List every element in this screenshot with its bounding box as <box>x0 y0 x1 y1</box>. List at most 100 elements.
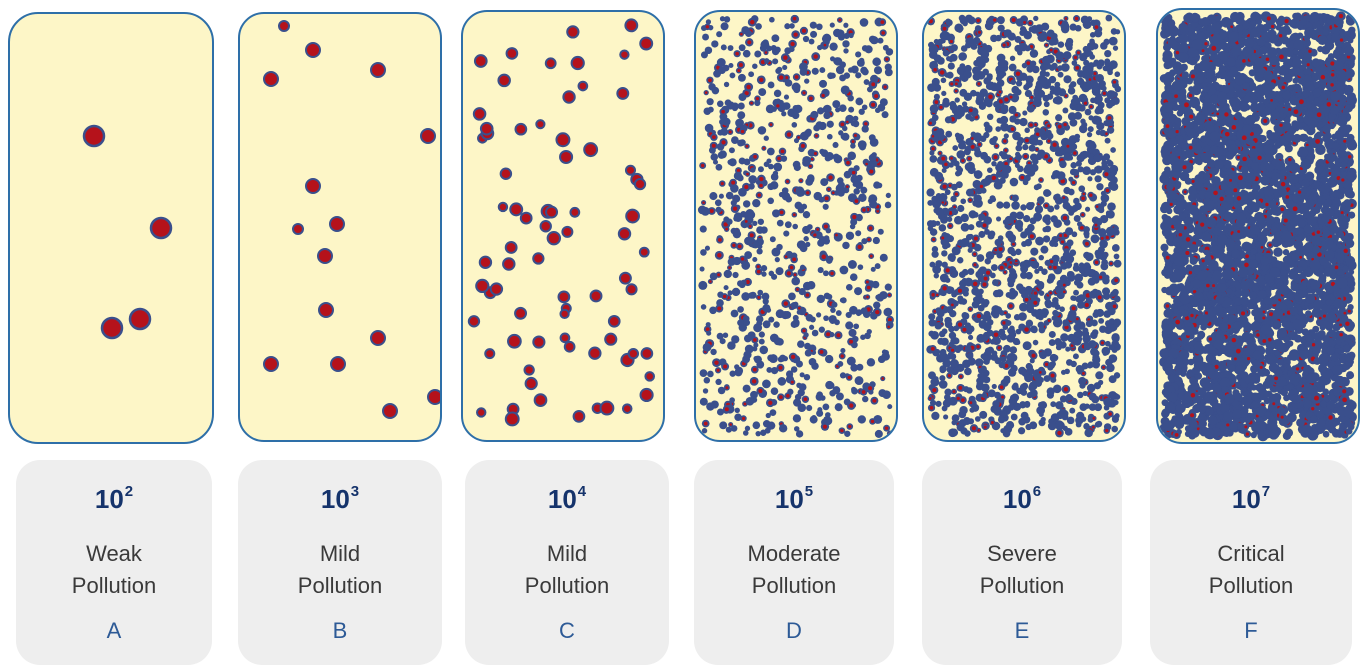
particle <box>819 148 825 155</box>
particle <box>1073 215 1081 223</box>
particle <box>816 294 826 304</box>
particle-core <box>953 205 956 209</box>
particle <box>769 236 776 243</box>
particle <box>987 389 996 398</box>
particle <box>1071 231 1078 238</box>
particle-core <box>803 397 808 402</box>
particle <box>1091 288 1099 296</box>
particle-core <box>982 223 987 228</box>
particle-core <box>849 339 854 344</box>
particle <box>1070 295 1076 301</box>
particle <box>717 151 726 159</box>
particle <box>994 238 1003 247</box>
particle <box>859 18 869 27</box>
particle <box>715 206 722 213</box>
particle <box>532 252 545 265</box>
particle <box>756 320 763 327</box>
particle <box>1060 63 1070 72</box>
particle <box>639 36 654 51</box>
particle <box>797 403 807 413</box>
particle <box>773 337 782 346</box>
particle <box>933 207 940 214</box>
particle-core <box>722 294 727 299</box>
particle <box>961 101 968 107</box>
particle <box>1010 79 1017 85</box>
particle <box>1055 401 1064 410</box>
particle <box>830 307 836 313</box>
particle-core <box>1002 321 1006 325</box>
particle-core <box>728 266 731 269</box>
particle-core <box>969 401 973 405</box>
particle <box>1084 428 1093 438</box>
particle <box>991 160 997 167</box>
particle <box>1086 383 1096 393</box>
particle <box>514 122 528 136</box>
particle <box>1094 403 1103 412</box>
particle-core <box>759 176 764 182</box>
particle <box>798 287 806 296</box>
particle <box>1038 411 1044 417</box>
particle <box>844 430 851 437</box>
particle-core <box>982 282 987 287</box>
particle-core <box>746 172 749 176</box>
particle <box>877 228 884 235</box>
particle <box>793 426 800 432</box>
particle <box>996 252 1003 259</box>
particle <box>967 268 975 275</box>
particle-core <box>880 20 885 25</box>
particle-core <box>751 379 757 384</box>
particle <box>874 107 881 114</box>
particle <box>933 47 939 53</box>
particle <box>976 94 985 103</box>
particle <box>748 71 755 78</box>
particle <box>940 38 946 44</box>
particle <box>618 271 632 285</box>
particle-core <box>806 191 810 195</box>
particle-core <box>802 91 806 95</box>
particle <box>1052 384 1062 394</box>
particle-core <box>866 295 869 299</box>
particle <box>885 192 891 199</box>
particle <box>1106 210 1115 219</box>
particle-core <box>1020 175 1025 180</box>
sample-panel-d <box>694 10 898 442</box>
particle <box>840 297 847 304</box>
particle <box>1067 188 1075 196</box>
particle <box>981 392 988 399</box>
particle <box>705 19 712 25</box>
particle <box>990 264 998 272</box>
particle-core <box>1102 91 1106 95</box>
particle <box>980 187 987 194</box>
particle <box>1009 353 1018 362</box>
particle <box>1016 140 1023 147</box>
particle-core <box>717 253 722 258</box>
particle-core <box>971 426 977 431</box>
particle <box>1002 201 1011 209</box>
particle <box>931 246 939 253</box>
particle <box>1020 231 1028 239</box>
particle <box>775 309 785 319</box>
particle <box>872 236 880 245</box>
particle-core <box>744 184 749 190</box>
particle <box>927 199 934 206</box>
particle <box>1029 49 1039 58</box>
particle <box>701 428 708 434</box>
particle <box>760 265 768 272</box>
particle-core <box>1094 223 1098 227</box>
particle-core <box>1095 205 1099 208</box>
particle-core <box>1034 123 1037 126</box>
particle <box>1022 110 1028 116</box>
particle <box>979 411 987 419</box>
particle <box>861 238 868 245</box>
particle-core <box>887 325 891 329</box>
particle <box>1000 122 1010 132</box>
particle <box>699 225 707 233</box>
particle-core <box>1047 319 1051 322</box>
particle-core <box>983 425 987 429</box>
particle <box>1113 259 1122 268</box>
particle <box>742 49 751 58</box>
particle <box>963 148 971 156</box>
particle-core <box>1049 48 1053 52</box>
particle <box>504 411 520 427</box>
particle <box>945 130 953 138</box>
